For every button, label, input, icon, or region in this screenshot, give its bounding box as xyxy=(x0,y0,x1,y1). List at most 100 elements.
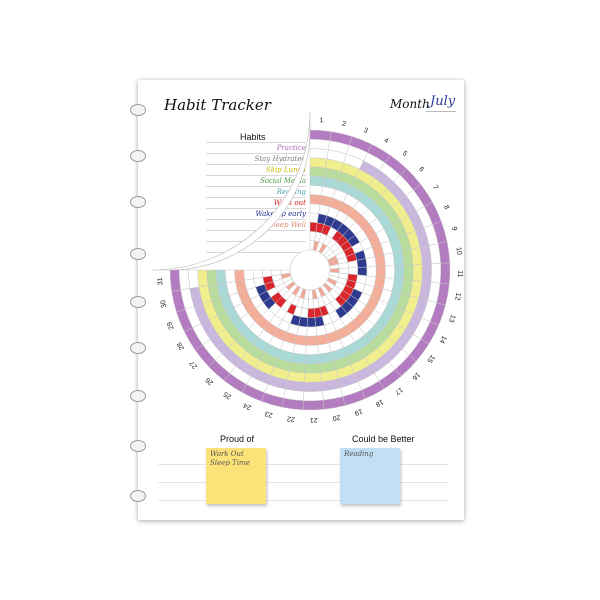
sticky-note-text: Reading xyxy=(344,450,373,459)
tracker-cell[interactable] xyxy=(307,307,316,318)
tracker-cell[interactable] xyxy=(309,194,322,205)
sticky-note-proud[interactable]: Work Out Sleep Time xyxy=(206,448,266,504)
tracker-cell[interactable] xyxy=(305,335,318,346)
tracker-cell[interactable] xyxy=(366,266,377,277)
tracker-cell[interactable] xyxy=(374,254,386,267)
tracker-cell[interactable] xyxy=(262,269,273,278)
habit-rule xyxy=(206,142,306,143)
tracker-cell[interactable] xyxy=(412,264,423,282)
day-number: 25 xyxy=(222,390,232,400)
tracker-cell[interactable] xyxy=(304,372,322,383)
tracker-cell[interactable] xyxy=(375,265,386,278)
proud-of-heading: Proud of xyxy=(220,434,255,444)
tracker-cell[interactable] xyxy=(206,269,218,286)
tracker-cell[interactable] xyxy=(357,266,368,277)
day-number: 18 xyxy=(374,398,384,408)
tracker-cell[interactable] xyxy=(188,269,200,289)
tracker-cell[interactable] xyxy=(303,381,323,392)
habit-label: Sleep Well xyxy=(268,221,306,229)
note-rule xyxy=(158,500,448,501)
habit-rule xyxy=(206,164,306,165)
tracker-cell[interactable] xyxy=(292,343,307,355)
tracker-cell[interactable] xyxy=(383,252,395,267)
tracker-cell[interactable] xyxy=(304,363,321,374)
tracker-cell[interactable] xyxy=(306,317,317,328)
tracker-cell[interactable] xyxy=(393,264,405,280)
tracker-cell[interactable] xyxy=(215,269,227,285)
day-number: 2 xyxy=(341,120,346,128)
tracker-cell[interactable] xyxy=(309,157,328,169)
habit-rule xyxy=(206,197,306,198)
habit-rule xyxy=(206,153,306,154)
day-number: 29 xyxy=(166,321,175,331)
day-number: 12 xyxy=(453,292,461,301)
tracker-cell[interactable] xyxy=(347,267,358,276)
tracker-cell[interactable] xyxy=(421,263,432,283)
binder-ring xyxy=(130,490,146,502)
tracker-cell[interactable] xyxy=(304,353,320,365)
tracker-cell[interactable] xyxy=(430,263,442,284)
could-be-better-heading: Could be Better xyxy=(352,434,415,444)
month-value[interactable]: July xyxy=(430,94,456,109)
binder-ring xyxy=(130,248,146,260)
page-title: Habit Tracker xyxy=(164,96,271,114)
habit-label: Stay Hydrated xyxy=(254,155,306,163)
tracker-cell[interactable] xyxy=(225,269,236,284)
tracker-cell[interactable] xyxy=(309,185,324,196)
day-number: 17 xyxy=(393,385,404,395)
day-number: 6 xyxy=(417,166,425,174)
day-number: 20 xyxy=(332,413,341,421)
day-number: 8 xyxy=(442,204,450,211)
day-number: 19 xyxy=(353,407,363,416)
tracker-cell[interactable] xyxy=(365,256,377,268)
tracker-cell[interactable] xyxy=(197,269,209,288)
tracker-cell[interactable] xyxy=(309,148,329,160)
habit-rule xyxy=(206,219,306,220)
tracker-cell[interactable] xyxy=(306,326,317,337)
day-number: 7 xyxy=(431,184,439,191)
month-label: Month xyxy=(390,97,430,111)
note-line: Work Out xyxy=(210,450,244,458)
day-number: 14 xyxy=(438,334,448,344)
day-number: 1 xyxy=(319,117,324,124)
tracker-cell[interactable] xyxy=(308,289,314,300)
tracker-cell[interactable] xyxy=(307,298,315,309)
tracker-cell[interactable] xyxy=(303,390,324,402)
habits-header: Habits xyxy=(240,132,266,142)
tracker-cell[interactable] xyxy=(305,344,319,355)
habit-rule xyxy=(206,186,306,187)
tracker-cell[interactable] xyxy=(234,269,245,282)
day-number: 22 xyxy=(287,414,296,422)
binder-ring xyxy=(130,196,146,208)
habit-rule xyxy=(206,175,306,176)
binder-ring xyxy=(130,296,146,308)
day-number: 4 xyxy=(382,137,389,145)
tracker-cell[interactable] xyxy=(309,166,326,178)
day-number: 16 xyxy=(411,371,422,382)
binder-ring xyxy=(130,150,146,162)
day-number: 30 xyxy=(160,299,169,308)
day-number: 31 xyxy=(157,277,165,285)
tracker-cell[interactable] xyxy=(356,258,368,268)
day-number: 24 xyxy=(242,401,252,411)
day-number: 21 xyxy=(310,416,318,423)
binder-ring xyxy=(130,440,146,452)
tracker-cell[interactable] xyxy=(252,269,264,279)
tracker-cell[interactable] xyxy=(243,269,255,281)
day-number: 23 xyxy=(264,409,274,418)
day-number: 28 xyxy=(176,341,186,351)
tracker-cell[interactable] xyxy=(403,264,414,281)
day-number: 26 xyxy=(204,376,215,386)
tracker-cell[interactable] xyxy=(439,262,451,285)
sticky-note-better[interactable]: Reading xyxy=(340,448,400,504)
habit-label: Social Media xyxy=(259,177,306,185)
habit-label: Skip Lunch xyxy=(265,166,306,174)
binder-ring xyxy=(130,390,146,402)
tracker-cell[interactable] xyxy=(309,203,321,215)
sticky-note-text: Work Out Sleep Time xyxy=(210,450,250,468)
tracker-cell[interactable] xyxy=(309,175,325,187)
day-number: 13 xyxy=(447,314,456,324)
tracker-cell[interactable] xyxy=(302,399,325,411)
tracker-cell[interactable] xyxy=(384,265,395,279)
month-underline xyxy=(426,111,456,112)
